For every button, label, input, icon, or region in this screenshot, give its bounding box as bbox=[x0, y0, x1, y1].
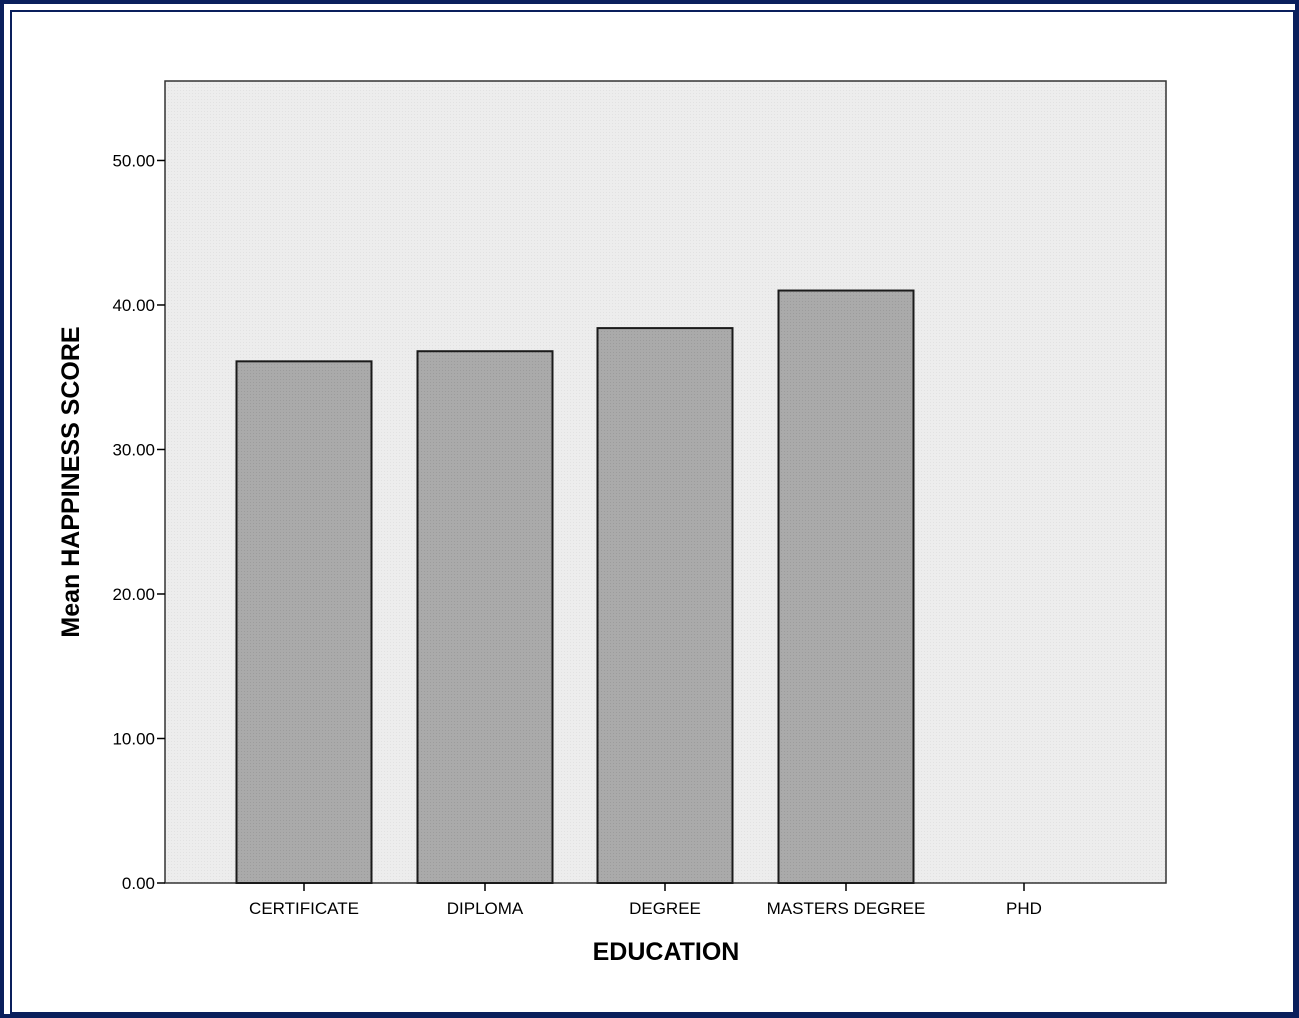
x-tick-label: DIPLOMA bbox=[447, 899, 524, 918]
y-axis-title: Mean HAPPINESS SCORE bbox=[57, 326, 85, 637]
bar bbox=[777, 289, 915, 884]
y-axis: 0.00 10.00 20.00 30.00 40.00 50.00 bbox=[112, 151, 165, 893]
y-tick-label: 50.00 bbox=[112, 151, 155, 170]
bar bbox=[235, 360, 373, 884]
bar bbox=[416, 350, 554, 884]
y-tick-label: 10.00 bbox=[112, 729, 155, 748]
x-tick-label: CERTIFICATE bbox=[249, 899, 359, 918]
bar bbox=[596, 327, 734, 884]
x-axis: CERTIFICATE DIPLOMA DEGREE MASTERS DEGREE PH… bbox=[249, 883, 1042, 918]
x-tick-label: MASTERS DEGREE bbox=[767, 899, 926, 918]
y-tick-label: 0.00 bbox=[122, 874, 155, 893]
x-tick-label: DEGREE bbox=[629, 899, 701, 918]
y-tick-label: 30.00 bbox=[112, 440, 155, 459]
x-axis-title: EDUCATION bbox=[593, 938, 740, 966]
x-tick-label: PHD bbox=[1006, 899, 1042, 918]
y-tick-label: 40.00 bbox=[112, 296, 155, 315]
bars-group bbox=[235, 289, 915, 884]
y-tick-label: 20.00 bbox=[112, 585, 155, 604]
